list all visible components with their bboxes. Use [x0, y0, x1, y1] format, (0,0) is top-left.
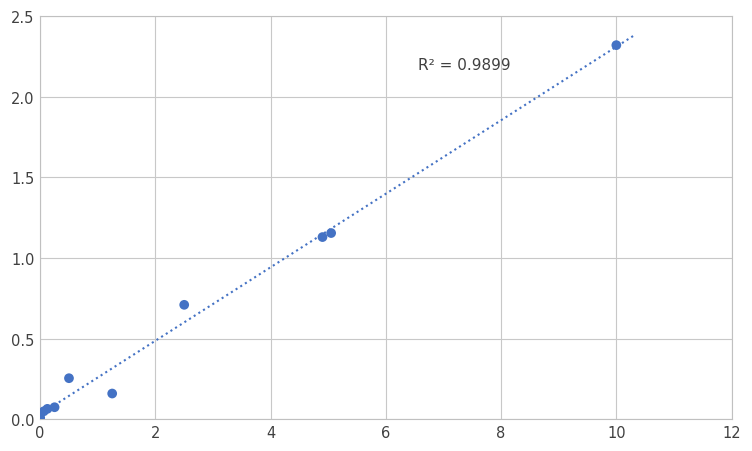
- Point: [611, 42, 623, 50]
- Point: [317, 234, 329, 241]
- Point: [41, 405, 53, 413]
- Point: [63, 375, 75, 382]
- Point: [325, 230, 337, 237]
- Point: [106, 390, 118, 397]
- Point: [49, 404, 61, 411]
- Point: [34, 414, 46, 421]
- Point: [38, 408, 50, 415]
- Point: [178, 302, 190, 309]
- Text: R² = 0.9899: R² = 0.9899: [417, 58, 510, 73]
